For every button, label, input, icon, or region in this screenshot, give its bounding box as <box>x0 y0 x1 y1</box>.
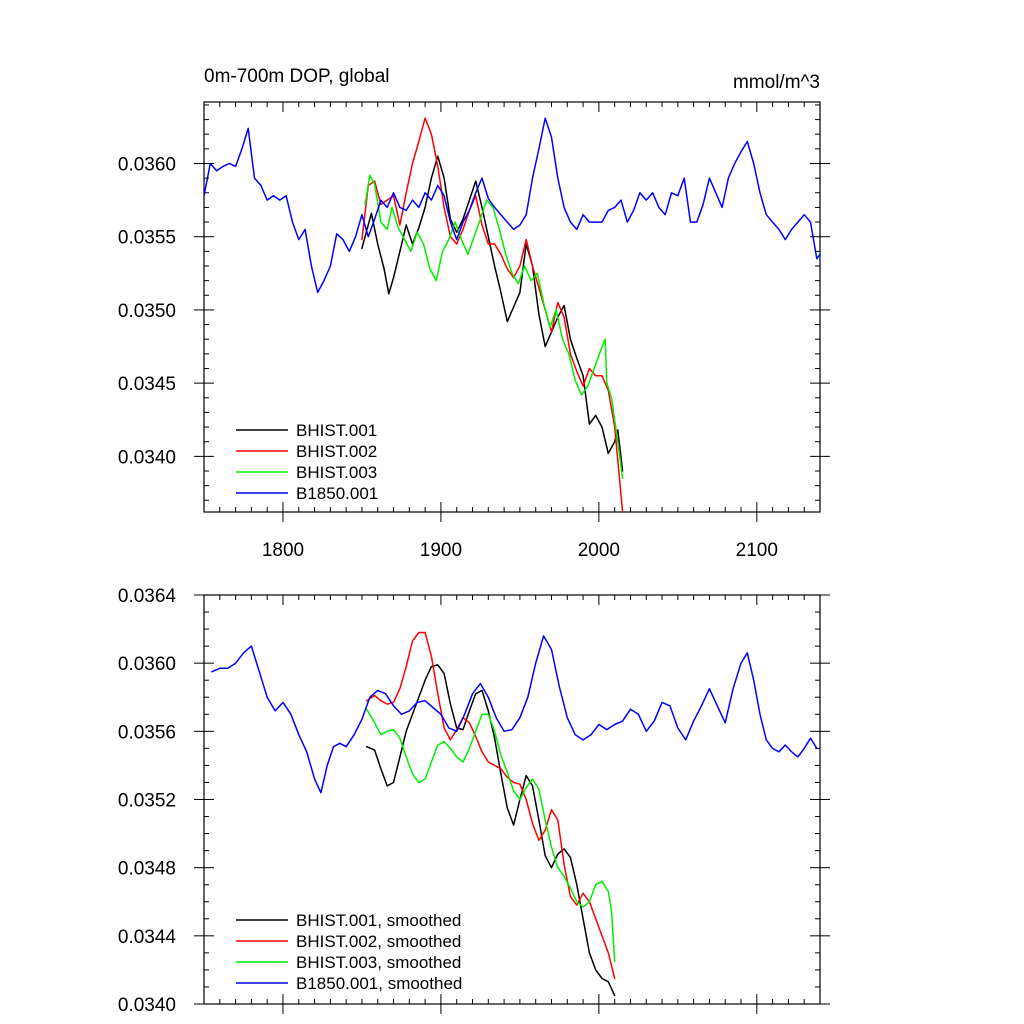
series-line-1 <box>361 155 624 472</box>
y-tick-label: 0.0364 <box>118 586 177 607</box>
legend-label: BHIST.003, smoothed <box>296 953 461 972</box>
y-tick-label: 0.0350 <box>118 301 176 322</box>
units-label: mmol/m^3 <box>733 72 820 93</box>
series-line-2 <box>365 631 616 980</box>
y-tick-label: 0.0340 <box>118 995 176 1016</box>
legend-label: BHIST.002, smoothed <box>296 932 461 951</box>
series-line-3 <box>365 708 616 963</box>
series-line-4 <box>204 117 820 294</box>
series-group <box>204 117 820 512</box>
y-tick-label: 0.0355 <box>118 228 176 249</box>
y-tick-label: 0.0352 <box>118 791 176 812</box>
series-line-2 <box>361 117 624 512</box>
series-group <box>211 631 818 997</box>
chart-title: 0m-700m DOP, global <box>204 66 390 87</box>
series-line-3 <box>364 174 624 480</box>
legend-label: B1850.001 <box>296 484 378 503</box>
legend-label: BHIST.001 <box>296 421 377 440</box>
bottom-panel: 0.0340 0.0344 0.0348 0.0352 0.0356 0.0360 0.03… <box>118 586 830 1016</box>
plot-frame <box>203 101 821 513</box>
series-line-4 <box>211 635 818 794</box>
legend-label: BHIST.002 <box>296 442 377 461</box>
legend-label: BHIST.003 <box>296 463 377 482</box>
top-panel: 1800 1900 2000 2100 0.0340 0.0345 0.0350 0.0355… <box>118 66 830 561</box>
x-tick-label: 1800 <box>262 540 304 561</box>
y-tick-label: 0.0348 <box>118 859 176 880</box>
y-tick-label: 0.0345 <box>118 374 176 395</box>
legend-label: BHIST.001, smoothed <box>296 911 461 930</box>
y-tick-label: 0.0340 <box>118 447 176 468</box>
y-tick-label: 0.0344 <box>118 927 177 948</box>
y-tick-label: 0.0360 <box>118 654 176 675</box>
x-tick-label: 2000 <box>578 540 620 561</box>
y-tick-label: 0.0356 <box>118 722 176 743</box>
y-tick-label: 0.0360 <box>118 155 176 176</box>
x-tick-label: 2100 <box>736 540 778 561</box>
legend-label: B1850.001, smoothed <box>296 974 462 993</box>
x-tick-label: 1900 <box>420 540 462 561</box>
